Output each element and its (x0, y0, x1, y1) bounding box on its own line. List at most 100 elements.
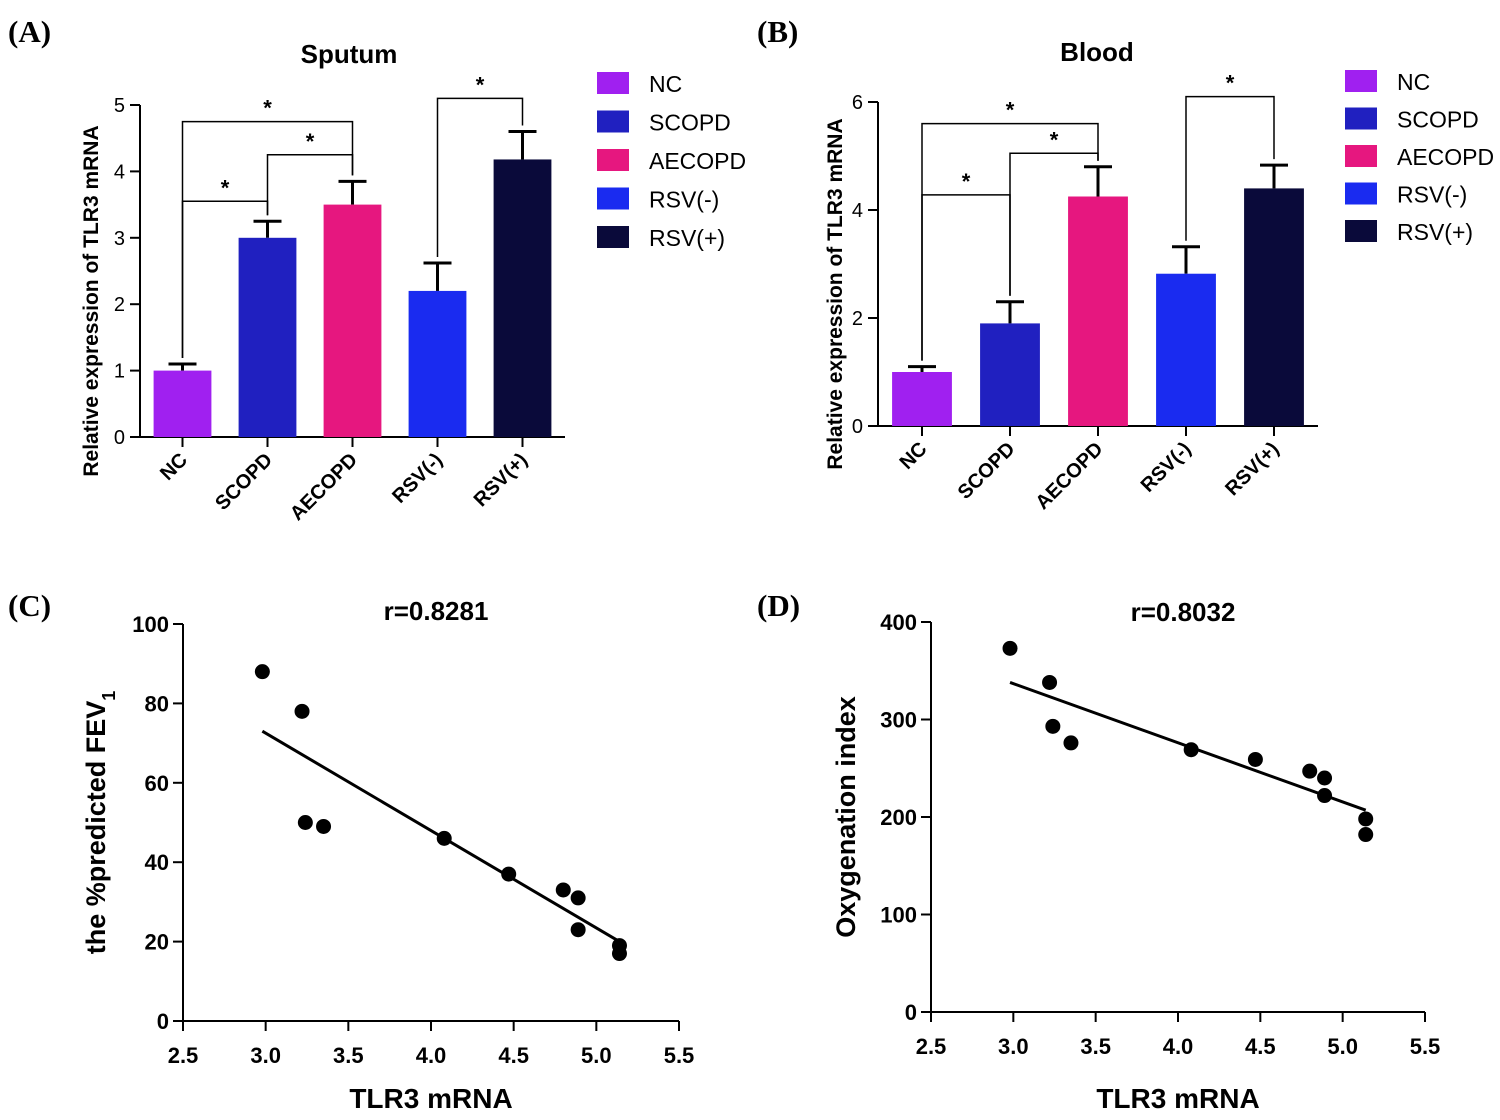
x-tick-label: 5.5 (664, 1043, 695, 1068)
bar-RSV(-) (1156, 273, 1216, 426)
x-tick-label: RSV(+) (470, 449, 532, 511)
data-point (570, 922, 586, 938)
significance-star: * (1226, 71, 1235, 96)
panel-label: (C) (8, 588, 51, 623)
x-tick-label: NC (896, 438, 932, 474)
panel-label: (B) (757, 14, 798, 49)
x-axis-label: TLR3 mRNA (1096, 1083, 1259, 1114)
y-tick-label: 200 (880, 805, 917, 830)
legend-label: AECOPD (1397, 144, 1494, 170)
data-point (1247, 751, 1263, 767)
data-point (1063, 735, 1079, 751)
significance-star: * (476, 72, 485, 97)
data-point (1302, 763, 1318, 779)
y-tick-label: 100 (132, 612, 169, 637)
legend-label: RSV(+) (1397, 219, 1473, 245)
legend-swatch (597, 72, 629, 94)
x-tick-label: 5.0 (581, 1043, 612, 1068)
y-tick-label: 0 (157, 1009, 169, 1034)
x-axis-label: TLR3 mRNA (349, 1083, 512, 1114)
legend-swatch (1345, 182, 1377, 205)
bar-RSV(-) (408, 290, 467, 437)
panel-3: (D) r=0.8032 0 100 200 300 400 2.5 3.0 3.5 4.0 4.5 5… (757, 588, 1440, 1114)
data-point (570, 890, 586, 906)
data-point (1358, 811, 1374, 827)
x-tick-label: 4.5 (1245, 1034, 1276, 1059)
x-tick-label: 2.5 (916, 1034, 947, 1059)
x-tick-label: 4.0 (416, 1043, 447, 1068)
chart-title: r=0.8281 (384, 596, 489, 626)
y-tick-label: 2 (852, 308, 863, 330)
legend-swatch (597, 110, 629, 133)
y-tick-label: 5 (114, 95, 125, 117)
y-tick-label: 3 (114, 228, 125, 250)
legend-label: RSV(+) (649, 225, 725, 251)
x-tick-label: 5.5 (1410, 1034, 1441, 1059)
legend-swatch (1345, 145, 1377, 167)
x-tick-label: SCOPD (211, 449, 277, 515)
legend-label: AECOPD (649, 148, 746, 174)
x-tick-label: 3.5 (1080, 1034, 1111, 1059)
bar-NC (153, 370, 212, 437)
legend-label: RSV(-) (649, 187, 719, 213)
y-tick-label: 0 (852, 416, 863, 438)
bar-AECOPD (1068, 196, 1128, 426)
legend-label: RSV(-) (1397, 182, 1467, 208)
legend-label: SCOPD (1397, 107, 1479, 133)
y-tick-label: 20 (145, 930, 169, 955)
y-axis-label-subscript: 1 (99, 691, 119, 701)
data-point (1002, 640, 1018, 656)
data-point (555, 882, 571, 898)
legend-swatch (1345, 70, 1377, 92)
y-tick-label: 40 (145, 850, 169, 875)
y-tick-label: 60 (145, 771, 169, 796)
legend-label: NC (649, 71, 682, 97)
x-tick-label: RSV(-) (1137, 438, 1196, 497)
bar-AECOPD (323, 204, 382, 437)
legend-label: SCOPD (649, 110, 731, 136)
legend-swatch (597, 149, 629, 171)
x-tick-label: 4.5 (498, 1043, 529, 1068)
data-point (1358, 827, 1374, 843)
panel-0: (A) Sputum 0 1 2 3 4 5 Relative expression of TL… (8, 14, 746, 525)
x-tick-label: RSV(+) (1221, 438, 1283, 500)
y-tick-label: 2 (114, 294, 125, 316)
data-point (1183, 742, 1199, 758)
data-point (1317, 770, 1333, 786)
y-tick-label: 100 (880, 903, 917, 928)
data-point (436, 830, 452, 846)
legend-label: NC (1397, 69, 1430, 95)
data-point (254, 664, 270, 680)
data-point (297, 815, 313, 830)
legend-swatch (1345, 107, 1377, 130)
y-tick-label: 0 (114, 427, 125, 449)
bar-RSV(+) (1244, 188, 1304, 426)
x-tick-label: 2.5 (168, 1043, 199, 1068)
significance-bracket (436, 97, 524, 258)
legend-swatch (1345, 220, 1377, 242)
significance-bracket (266, 154, 354, 216)
data-point (1317, 788, 1333, 804)
significance-bracket (921, 194, 1011, 361)
data-point (294, 703, 310, 719)
y-axis-label: Relative expression of TLR3 mRNA (80, 125, 103, 476)
y-tick-label: 80 (145, 691, 169, 716)
x-tick-label: AECOPD (1031, 438, 1107, 514)
legend-swatch (597, 187, 629, 210)
y-tick-label: 1 (114, 361, 125, 383)
data-point (1042, 674, 1058, 690)
x-tick-label: 3.5 (333, 1043, 364, 1068)
x-tick-label: 3.0 (250, 1043, 281, 1068)
y-tick-label: 300 (880, 708, 917, 733)
y-axis-label: the %predicted FEV1 (81, 691, 119, 955)
y-tick-label: 0 (905, 1000, 917, 1025)
bar-NC (892, 372, 952, 426)
y-tick-label: 4 (114, 161, 125, 183)
x-tick-label: 3.0 (998, 1034, 1029, 1059)
chart-title: Blood (1060, 37, 1134, 67)
x-tick-label: RSV(-) (388, 449, 447, 508)
y-tick-label: 4 (852, 200, 863, 222)
significance-bracket (181, 200, 269, 358)
x-tick-label: 4.0 (1163, 1034, 1194, 1059)
x-tick-label: NC (156, 449, 192, 485)
